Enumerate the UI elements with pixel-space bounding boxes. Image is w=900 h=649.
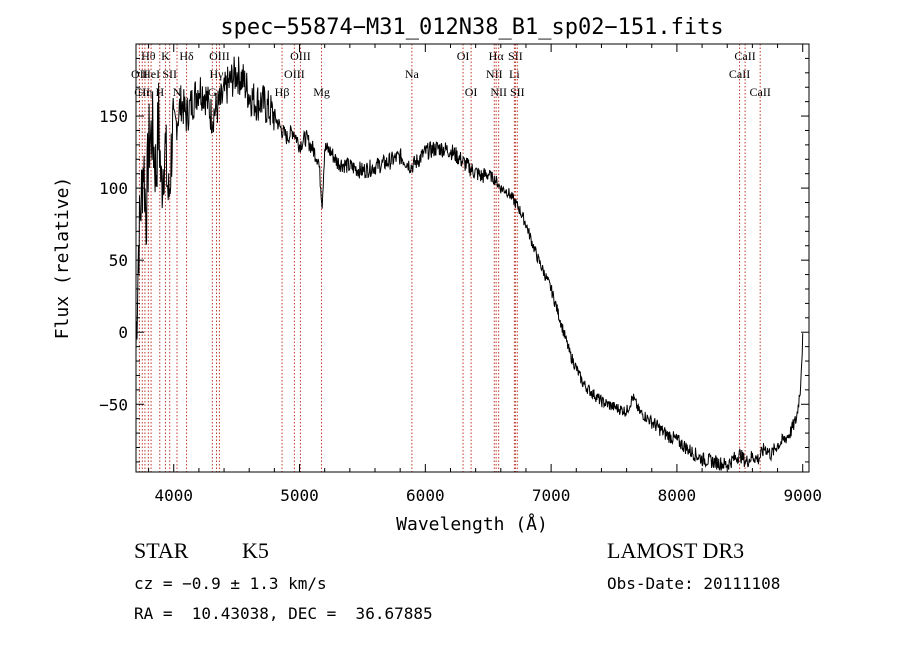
coordinates: RA = 10.43038, DEC = 36.67885 xyxy=(134,604,433,623)
y-tick-label-3: 100 xyxy=(99,179,128,198)
plot-frame xyxy=(135,43,810,473)
object-subclass: K5 xyxy=(242,538,269,563)
line-marker-label-6: K xyxy=(161,49,170,63)
line-marker-label-24: SII xyxy=(508,49,523,63)
axis-ticks: 4000 5000 6000 7000 8000 9000 −50 0 50 100 150 xyxy=(99,44,822,505)
x-tick-label-1: 5000 xyxy=(280,486,319,505)
y-tick-label-0: −50 xyxy=(99,395,128,414)
line-marker-label-19: OI xyxy=(465,85,478,99)
line-marker-label-27: CaII xyxy=(734,49,755,63)
line-marker-label-3: OII xyxy=(131,67,148,81)
line-marker-label-14: OIII xyxy=(284,67,305,81)
y-axis-label: Flux (relative) xyxy=(52,177,73,340)
x-tick-label-4: 8000 xyxy=(658,486,697,505)
x-tick-label-2: 6000 xyxy=(406,486,445,505)
y-tick-label-1: 0 xyxy=(118,323,128,342)
line-marker-label-16: Mg xyxy=(313,85,330,99)
x-tick-label-3: 7000 xyxy=(532,486,571,505)
spectrum-line-0 xyxy=(135,56,804,471)
line-marker-label-22: NII xyxy=(490,85,507,99)
line-marker-label-21: Hα xyxy=(489,49,505,63)
obs-date: Obs-Date: 20111108 xyxy=(607,574,781,593)
line-marker-label-26: CaII xyxy=(729,67,750,81)
line-marker-label-15: OIII xyxy=(290,49,311,63)
line-marker-label-1: Hη xyxy=(137,85,152,99)
line-marker-label-13: Hβ xyxy=(275,85,290,99)
x-tick-label-0: 4000 xyxy=(154,486,193,505)
line-marker-label-9: Hδ xyxy=(179,49,194,63)
spectrum-series xyxy=(135,56,804,471)
x-axis-label: Wavelength (Å) xyxy=(396,513,548,535)
x-tick-label-5: 9000 xyxy=(783,486,822,505)
line-marker-label-4: HeI xyxy=(142,67,160,81)
line-marker-label-23: Li xyxy=(509,67,520,81)
y-tick-label-2: 50 xyxy=(109,251,128,270)
line-marker-label-20: NII xyxy=(486,67,503,81)
line-marker-label-18: OI xyxy=(457,49,470,63)
line-marker-label-17: Na xyxy=(405,67,420,81)
redshift-readout: cz = −0.9 ± 1.3 km/s xyxy=(134,574,327,593)
line-marker-label-7: SII xyxy=(162,67,177,81)
line-marker-label-10: G xyxy=(208,85,217,99)
survey-name: LAMOST DR3 xyxy=(607,538,745,563)
line-marker-label-11: Hγ xyxy=(210,67,225,81)
line-marker-label-8: N xyxy=(173,85,182,99)
line-marker-label-5: H xyxy=(155,85,164,99)
line-marker-label-12: OIII xyxy=(209,49,230,63)
line-marker-label-25: SII xyxy=(510,85,525,99)
y-tick-label-4: 150 xyxy=(99,107,128,126)
line-marker-label-0: CII xyxy=(134,85,150,99)
chart-title: spec−55874−M31_012N38_B1_sp02−151.fits xyxy=(220,15,723,40)
line-marker-label-28: CaII xyxy=(750,85,771,99)
object-class: STAR xyxy=(134,538,189,563)
line-marker-label-2: Hθ xyxy=(141,49,156,63)
